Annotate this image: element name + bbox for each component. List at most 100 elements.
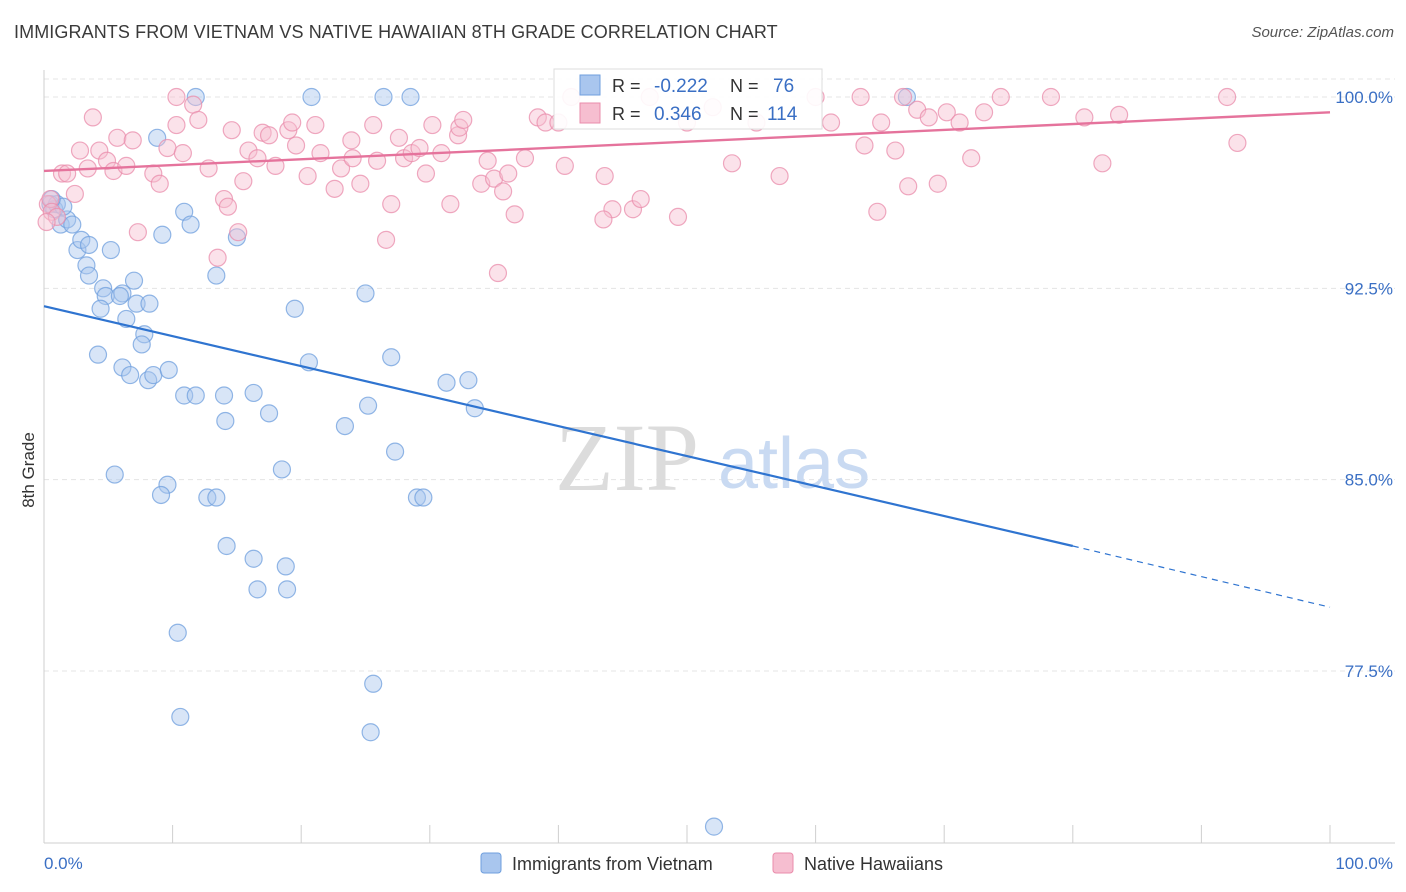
stats-n-label: N = bbox=[730, 76, 759, 96]
hawaiian-point bbox=[928, 174, 947, 193]
hawaiian-point bbox=[454, 110, 473, 130]
hawaiian-point bbox=[722, 154, 742, 173]
trend-lines bbox=[43, 111, 1331, 608]
hawaiian-point bbox=[1075, 108, 1094, 127]
vietnam-point bbox=[158, 475, 177, 494]
hawaiian-point bbox=[919, 108, 938, 127]
hawaiian-point bbox=[37, 212, 56, 232]
hawaiian-point bbox=[485, 169, 504, 188]
hawaiian-point bbox=[376, 230, 396, 249]
hawaiian-point bbox=[90, 141, 109, 160]
vietnam-point bbox=[285, 299, 304, 318]
hawaiian-point bbox=[342, 131, 361, 150]
hawaiian-point bbox=[351, 174, 370, 193]
y-axis-title: 8th Grade bbox=[19, 432, 38, 508]
vietnam-point bbox=[168, 623, 187, 642]
stats-r-vietnam: -0.222 bbox=[654, 76, 708, 97]
data-points bbox=[37, 87, 1247, 836]
hawaiian-point bbox=[441, 195, 460, 214]
vietnam-point bbox=[277, 580, 297, 599]
legend: Immigrants from Vietnam Native Hawaiians bbox=[480, 852, 943, 874]
hawaiian-point bbox=[886, 141, 905, 160]
hawaiian-point bbox=[1228, 133, 1247, 153]
vietnam-point bbox=[216, 411, 235, 431]
hawaiian-point bbox=[515, 149, 535, 168]
hawaiian-point bbox=[851, 87, 870, 107]
vietnam-point bbox=[139, 371, 158, 390]
hawaiian-point bbox=[128, 223, 147, 242]
hawaiian-point bbox=[70, 141, 90, 160]
hawaiian-point bbox=[937, 103, 956, 122]
hawaiian-point bbox=[594, 210, 613, 229]
hawaiian-trend-line bbox=[43, 111, 1331, 173]
vietnam-point bbox=[437, 373, 456, 392]
hawaiian-point bbox=[962, 149, 981, 168]
chart-title: IMMIGRANTS FROM VIETNAM VS NATIVE HAWAII… bbox=[14, 22, 778, 42]
hawaiian-point bbox=[668, 207, 688, 227]
hawaiian-point bbox=[623, 200, 643, 219]
vietnam-point bbox=[407, 488, 427, 507]
legend-label-vietnam: Immigrants from Vietnam bbox=[512, 854, 713, 874]
stats-n-label: N = bbox=[730, 104, 759, 124]
y-tick-labels: 77.5% 85.0% 92.5% 100.0% bbox=[1335, 88, 1393, 681]
vietnam-point bbox=[207, 266, 226, 285]
hawaiian-point bbox=[488, 263, 508, 283]
grid-lines bbox=[44, 78, 1395, 672]
legend-label-hawaiian: Native Hawaiians bbox=[804, 854, 943, 874]
vietnam-point bbox=[335, 416, 355, 436]
vietnam-point bbox=[110, 286, 129, 306]
vietnam-point bbox=[374, 87, 393, 107]
vietnam-point bbox=[113, 284, 132, 303]
hawaiian-point bbox=[298, 166, 317, 186]
y-tick-label: 92.5% bbox=[1345, 279, 1393, 298]
vietnam-point bbox=[382, 348, 401, 367]
vietnam-point bbox=[181, 215, 200, 234]
vietnam-point bbox=[159, 360, 178, 380]
stats-swatch-hawaiian bbox=[579, 102, 601, 124]
vietnam-point bbox=[171, 707, 190, 727]
x-tick-label: 100.0% bbox=[1335, 854, 1393, 873]
hawaiian-point bbox=[855, 136, 874, 155]
stats-box: R = -0.222 N = 76 R = 0.346 N = 114 bbox=[553, 68, 823, 130]
hawaiian-point bbox=[259, 126, 279, 145]
vietnam-point bbox=[302, 87, 321, 107]
y-tick-label: 77.5% bbox=[1345, 662, 1393, 681]
vietnam-trend-extension bbox=[1072, 545, 1331, 608]
hawaiian-point bbox=[416, 164, 436, 183]
hawaiian-point bbox=[893, 87, 913, 107]
vietnam-point bbox=[121, 365, 140, 385]
vietnam-point bbox=[364, 674, 383, 693]
hawaiian-point bbox=[173, 144, 192, 163]
vietnam-point bbox=[91, 299, 110, 318]
hawaiian-point bbox=[595, 166, 614, 186]
x-tick-labels: 0.0% 100.0% bbox=[44, 854, 1393, 873]
vietnam-point bbox=[358, 396, 378, 415]
hawaiian-point bbox=[248, 149, 267, 168]
vietnam-point bbox=[124, 271, 144, 290]
hawaiian-point bbox=[325, 179, 344, 198]
hawaiian-point bbox=[58, 164, 77, 183]
hawaiian-point bbox=[1109, 105, 1129, 124]
vietnam-point bbox=[144, 365, 163, 385]
vietnam-point bbox=[276, 557, 295, 576]
vietnam-point bbox=[207, 488, 226, 507]
stats-swatch-vietnam bbox=[579, 74, 601, 96]
legend-swatch-hawaiian bbox=[772, 852, 794, 874]
vietnam-point bbox=[244, 383, 263, 403]
y-tick-label: 100.0% bbox=[1335, 88, 1393, 107]
hawaiian-point bbox=[389, 128, 409, 147]
vietnam-point bbox=[63, 215, 82, 234]
watermark-zip: ZIP bbox=[555, 404, 699, 511]
stats-n-vietnam: 76 bbox=[773, 76, 794, 97]
hawaiian-point bbox=[218, 197, 237, 216]
hawaiian-point bbox=[899, 177, 918, 196]
stats-r-label: R = bbox=[612, 104, 641, 124]
hawaiian-point bbox=[410, 138, 429, 158]
vietnam-point bbox=[248, 580, 267, 599]
hawaiian-point bbox=[382, 195, 401, 214]
vietnam-point bbox=[704, 817, 724, 836]
hawaiian-point bbox=[184, 95, 203, 114]
hawaiian-point bbox=[494, 182, 513, 201]
hawaiian-point bbox=[222, 121, 241, 140]
hawaiian-point bbox=[872, 113, 891, 132]
